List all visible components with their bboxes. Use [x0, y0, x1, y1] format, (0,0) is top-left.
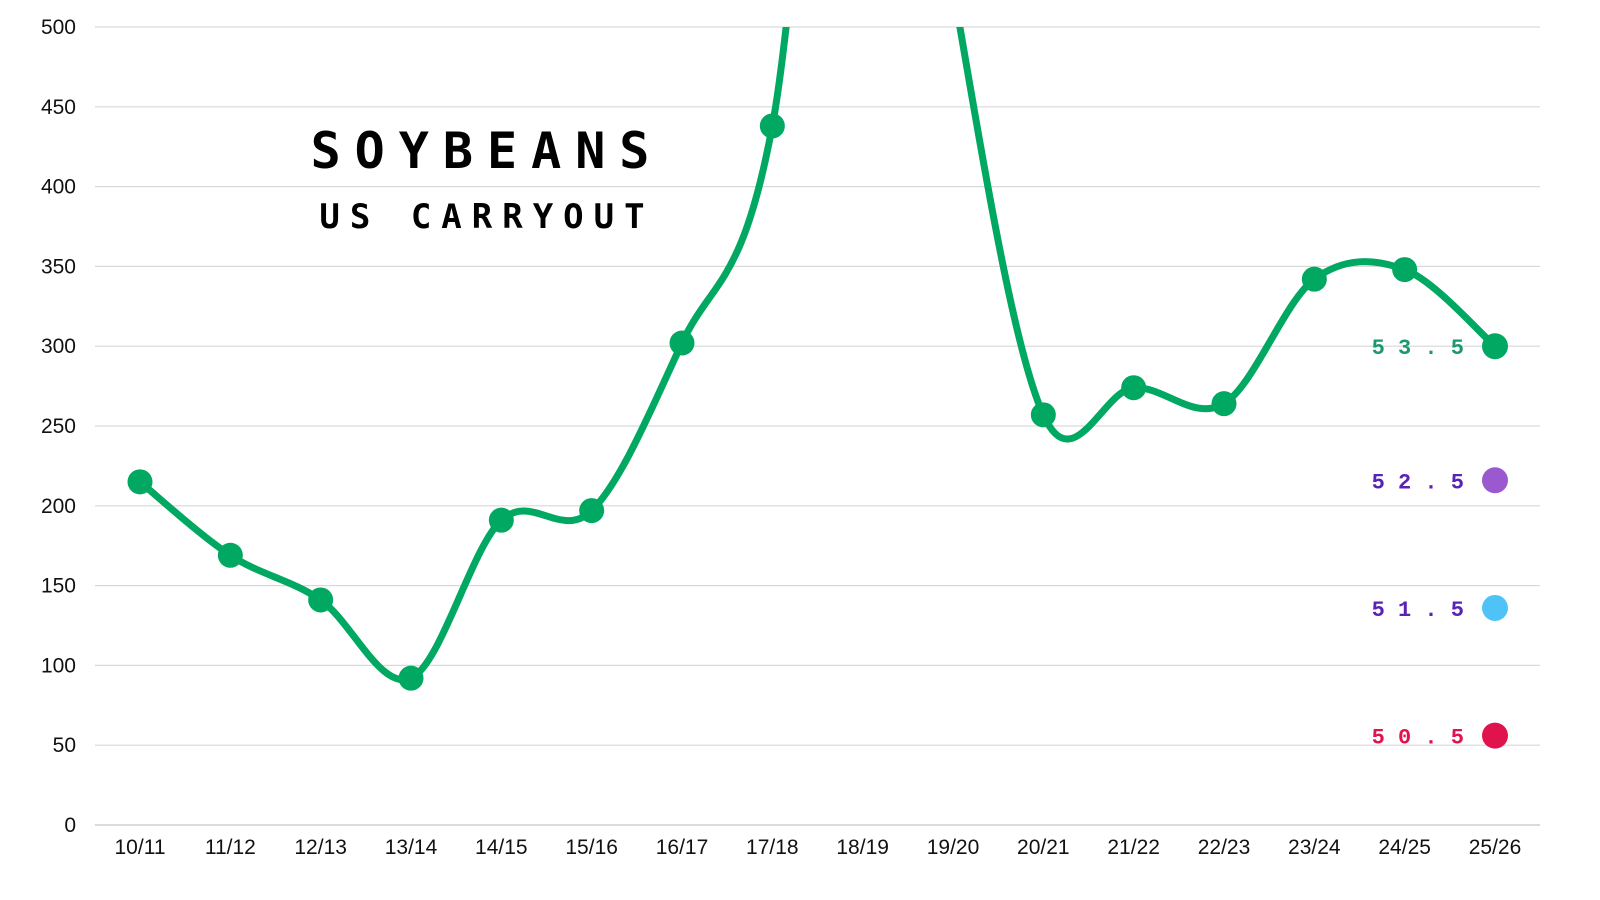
- x-tick-label: 20/21: [1017, 836, 1070, 859]
- series-line-group: [136, 27, 1499, 684]
- data-point: [217, 542, 243, 568]
- data-point: [1301, 266, 1327, 292]
- x-tick-label: 17/18: [746, 836, 799, 859]
- x-tick-label: 25/26: [1469, 836, 1522, 859]
- y-tick-label: 50: [53, 734, 76, 757]
- y-tick-label: 400: [41, 176, 76, 199]
- annotation-label: 5 1 . 5: [1372, 598, 1464, 623]
- x-tick-label: 19/20: [927, 836, 980, 859]
- data-points: [127, 113, 1508, 691]
- series-line: [136, 27, 1499, 684]
- y-tick-label: 150: [41, 575, 76, 598]
- data-point: [308, 587, 334, 613]
- y-tick-label: 200: [41, 495, 76, 518]
- chart-title: SOYBEANS: [311, 122, 664, 180]
- gridlines: [95, 26, 1540, 826]
- y-tick-label: 350: [41, 255, 76, 278]
- x-tick-label: 23/24: [1288, 836, 1341, 859]
- annotation-label: 5 0 . 5: [1372, 726, 1464, 751]
- x-tick-label: 22/23: [1198, 836, 1251, 859]
- scenario-annotations: 5 3 . 5 5 2 . 5 5 1 . 5 5 0 . 5: [1372, 333, 1508, 751]
- y-tick-label: 450: [41, 96, 76, 119]
- chart-subtitle: US CARRYOUT: [319, 197, 654, 237]
- annotation-dot: [1482, 594, 1508, 621]
- data-point: [1211, 391, 1237, 417]
- x-tick-label: 18/19: [836, 836, 889, 859]
- x-tick-label: 13/14: [385, 836, 438, 859]
- y-tick-label: 100: [41, 654, 76, 677]
- x-tick-label: 21/22: [1107, 836, 1160, 859]
- data-point: [579, 498, 605, 524]
- x-tick-label: 10/11: [115, 836, 166, 859]
- y-tick-label: 300: [41, 335, 76, 358]
- x-tick-label: 24/25: [1378, 836, 1431, 859]
- x-axis-ticks: 10/11 11/12 12/13 13/14 14/15 15/16 16/17 17/18…: [115, 836, 1522, 859]
- data-point: [1392, 257, 1418, 283]
- y-tick-label: 0: [64, 814, 76, 837]
- data-point: [669, 330, 695, 356]
- annotation-label: 5 3 . 5: [1372, 336, 1464, 361]
- y-axis-ticks: 0 50 100 150 200 250 300 350 400 450 500: [41, 16, 76, 837]
- annotation-label: 5 2 . 5: [1372, 470, 1464, 495]
- annotation-dot: [1482, 333, 1508, 360]
- data-point: [398, 665, 424, 691]
- y-tick-label: 500: [41, 16, 76, 39]
- y-tick-label: 250: [41, 415, 76, 438]
- data-point: [127, 469, 153, 495]
- data-point: [1121, 375, 1147, 401]
- annotation-dot: [1482, 722, 1508, 749]
- x-tick-label: 14/15: [475, 836, 528, 859]
- x-tick-label: 15/16: [565, 836, 618, 859]
- x-tick-label: 12/13: [294, 836, 347, 859]
- data-point: [759, 113, 785, 139]
- data-point: [1030, 402, 1056, 428]
- data-point: [488, 507, 514, 533]
- x-tick-label: 16/17: [656, 836, 709, 859]
- annotation-dot: [1482, 467, 1508, 494]
- x-tick-label: 11/12: [205, 836, 256, 859]
